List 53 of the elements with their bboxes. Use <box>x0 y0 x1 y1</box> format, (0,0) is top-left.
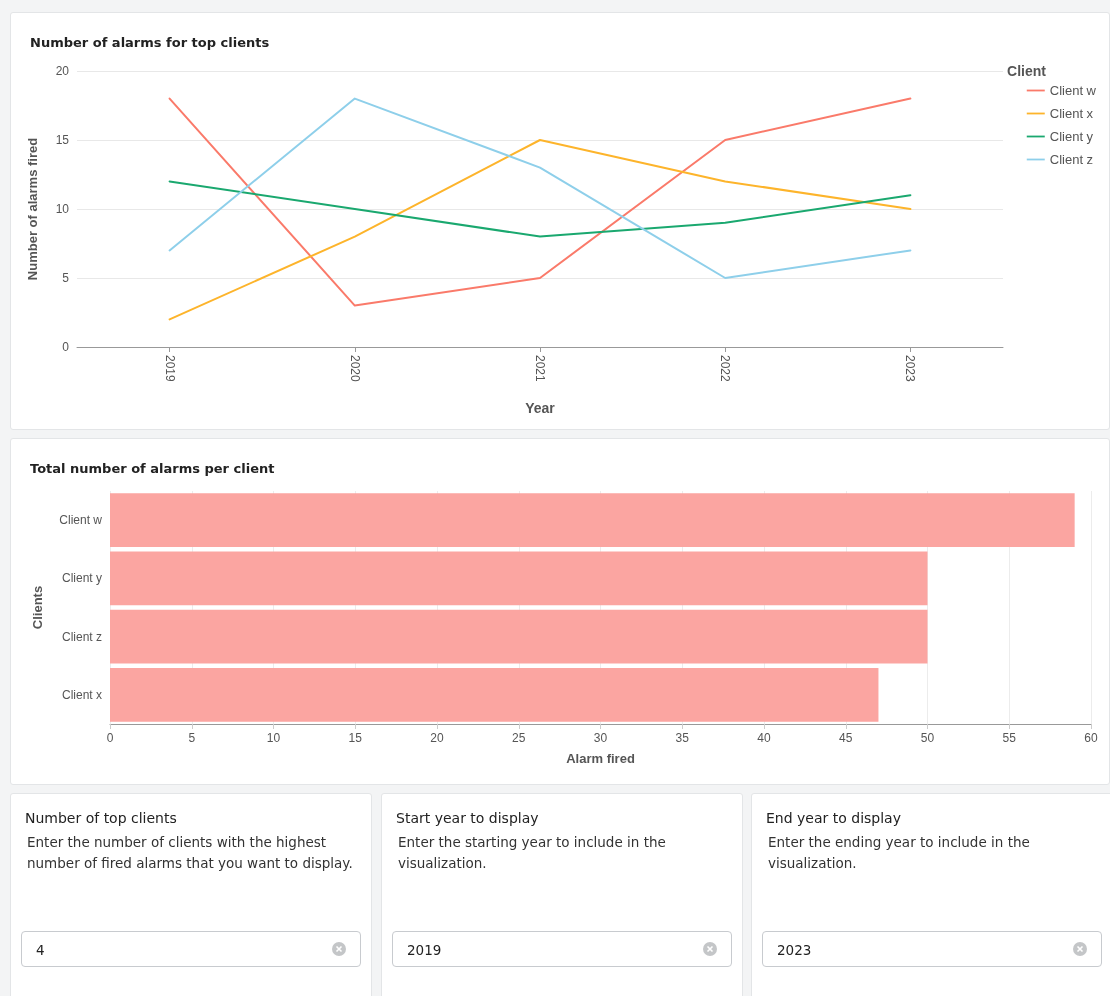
x-tick-label: 5 <box>188 731 196 745</box>
chart-title: Number of alarms for top clients <box>30 35 270 50</box>
text-field: 2023 <box>762 931 1102 967</box>
y-tick-label: Client w <box>59 513 103 528</box>
text: Number of top clients <box>25 810 177 826</box>
text: Enter the number of clients with the highest number of fired alarms that you want to display. <box>27 833 354 873</box>
text-field: 4 <box>21 931 361 967</box>
bar <box>110 551 928 606</box>
legend-label: Client y <box>1049 129 1094 144</box>
line-series <box>168 180 912 238</box>
chart-title: Total number of alarms per client <box>30 461 275 476</box>
bar <box>110 493 1075 547</box>
x-tick-label: 50 <box>920 731 935 745</box>
x-tick-label: 15 <box>348 731 363 745</box>
x-tick-label: 55 <box>1002 731 1017 745</box>
line-series <box>168 139 912 321</box>
y-tick-label: Client y <box>61 571 102 586</box>
y-tick-label: 10 <box>55 202 70 216</box>
x-tick-label: 2022 <box>718 355 733 383</box>
x-tick-label: 0 <box>106 731 114 745</box>
legend-label: Client w <box>1049 83 1097 98</box>
text-field: 2019 <box>392 931 732 967</box>
x-tick-label: 35 <box>675 731 690 745</box>
y-tick-label: Client x <box>61 687 102 702</box>
legend-title: Client <box>1007 63 1047 79</box>
text: Enter the starting year to include in the visualization. <box>398 833 667 873</box>
bar <box>110 609 928 664</box>
text: Start year to display <box>396 810 539 826</box>
text: End year to display <box>766 810 901 826</box>
x-tick-label: 2023 <box>903 355 918 383</box>
x-tick-label: 25 <box>512 731 526 745</box>
y-tick-label: 5 <box>62 271 70 285</box>
legend-label: Client z <box>1049 152 1094 167</box>
y-tick-label: 0 <box>62 340 70 354</box>
x-axis-title: Alarm fired <box>566 751 635 766</box>
legend-label: Client x <box>1049 106 1094 121</box>
x-tick-label: 45 <box>839 731 853 745</box>
x-tick-label: 2020 <box>347 355 362 383</box>
x-tick-label: 2021 <box>533 355 547 383</box>
x-tick-label: 40 <box>757 731 771 745</box>
y-axis-title: Number of alarms fired <box>25 137 40 281</box>
text: Enter the ending year to include in the visualization. <box>768 833 1031 873</box>
y-tick-label: Client z <box>61 629 102 644</box>
x-tick-label: 10 <box>266 731 281 745</box>
x-tick-label: 30 <box>593 731 608 745</box>
y-tick-label: 20 <box>55 64 70 78</box>
y-axis-title: Clients <box>30 585 45 630</box>
x-axis-title: Year <box>525 400 556 416</box>
x-tick-label: 2019 <box>162 355 177 383</box>
bar <box>110 668 879 722</box>
y-tick-label: 15 <box>55 133 70 147</box>
x-tick-label: 20 <box>430 731 444 745</box>
x-tick-label: 60 <box>1084 731 1098 745</box>
